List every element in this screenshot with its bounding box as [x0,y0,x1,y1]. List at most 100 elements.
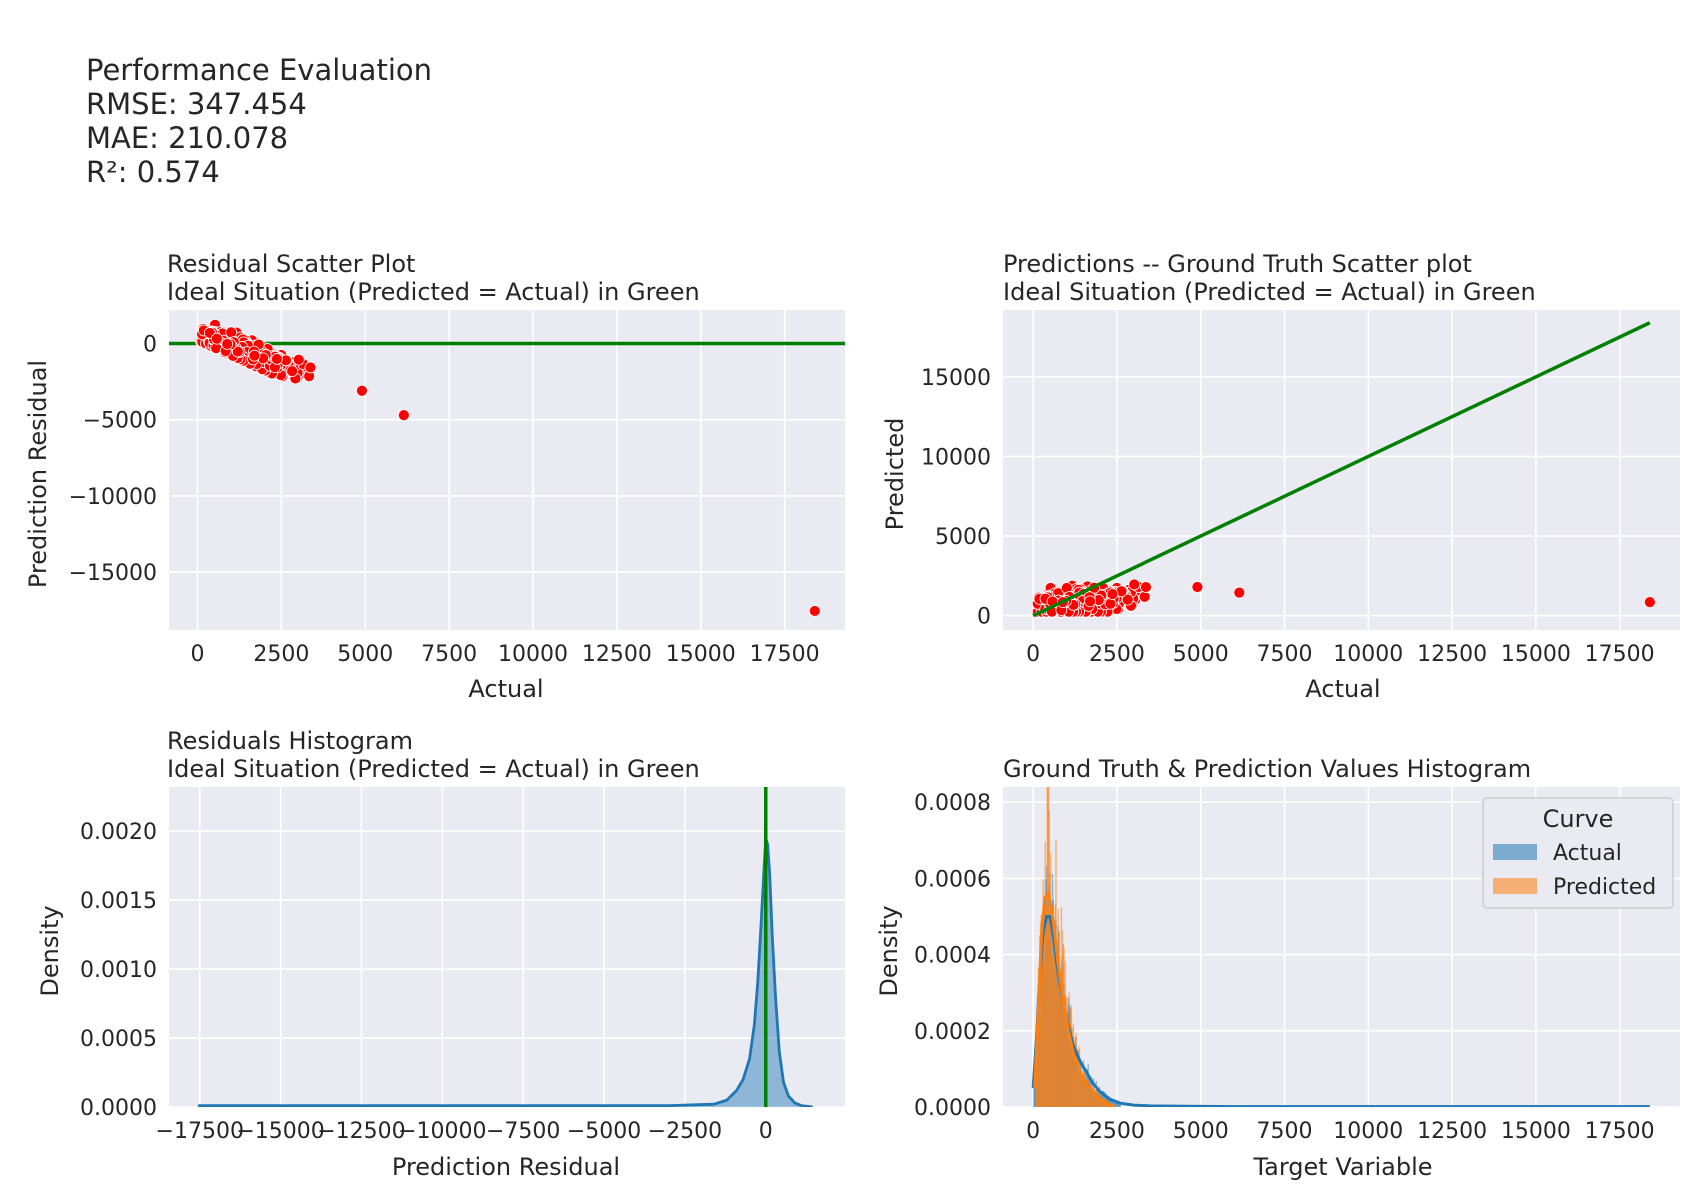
header-r2: R²: 0.574 [86,155,220,189]
legend-label-actual: Actual [1553,841,1622,866]
x-tick-label: 10000 [1333,642,1403,667]
y-tick-label: 0.0020 [80,820,157,845]
x-tick-label: 12500 [582,642,652,667]
y-tick-label: −10000 [69,485,157,510]
x-tick-label: 15000 [1501,642,1571,667]
x-tick-label: 0 [759,1119,773,1144]
residual-scatter-plot-area: 0 2500 5000 7500 10000 12500 15000 17500 −15000 −… [69,310,845,667]
x-tick-label: −15000 [236,1119,324,1144]
residual-scatter-title-1: Residual Scatter Plot [167,250,415,278]
hist-bar [1114,1100,1116,1107]
data-point [270,353,283,365]
pred-vs-truth-ylabel: Predicted [881,418,909,531]
x-tick-label: 0 [191,642,205,667]
hist-bar [1064,961,1067,1107]
residual-hist-chart: Residuals Histogram Ideal Situation (Pre… [36,727,845,1181]
x-tick-label: −7500 [486,1119,560,1144]
legend-title: Curve [1543,805,1614,833]
header-rmse: RMSE: 347.454 [86,87,307,121]
y-tick-label: 0.0002 [914,1020,991,1045]
x-tick-label: 5000 [1173,1119,1229,1144]
x-tick-label: 2500 [253,642,309,667]
x-tick-label: 0 [1026,642,1040,667]
values-hist-chart: Ground Truth & Prediction Values Histogr… [875,755,1680,1181]
x-tick-label: 15000 [1501,1119,1571,1144]
residual-hist-title-1: Residuals Histogram [167,727,413,755]
legend-swatch-actual [1493,844,1537,860]
x-tick-label: −2500 [648,1119,722,1144]
pred-vs-truth-xlabel: Actual [1305,675,1380,703]
y-tick-label: 0.0000 [80,1096,157,1121]
y-tick-label: 15000 [921,366,991,391]
hist-bar [1108,1096,1111,1107]
panel-background [169,787,845,1107]
kde-line-predicted [1033,890,1116,1107]
data-point [221,338,234,350]
plot-content [1030,321,1656,618]
outlier-point [397,409,410,422]
x-tick-label: −12500 [317,1119,405,1144]
residual-hist-ylabel: Density [36,905,64,996]
x-tick-label: 7500 [421,642,477,667]
kde-line-actual [1031,915,1650,1107]
y-tick-label: 0 [977,605,991,630]
x-tick-label: 17500 [750,642,820,667]
y-tick-label: 0.0008 [914,791,991,816]
x-tick-label: 12500 [1417,642,1487,667]
data-point [210,332,223,345]
y-tick-label: 0.0005 [80,1027,157,1052]
hist-bar [1112,1098,1114,1107]
hist-bar [1115,1102,1118,1107]
plot-content [198,787,813,1107]
y-tick-label: 0.0015 [80,889,157,914]
y-tick-label: 10000 [921,445,991,470]
x-tick-label: 5000 [1173,642,1229,667]
ideal-line [1032,321,1651,618]
kde-area [198,838,813,1107]
outlier-point [356,384,368,397]
header-title: Performance Evaluation [86,53,432,87]
residual-scatter-chart: Residual Scatter Plot Ideal Situation (P… [24,250,845,703]
data-point [1104,597,1117,610]
y-tick-label: 0.0006 [914,867,991,892]
legend-label-predicted: Predicted [1553,875,1656,900]
x-tick-label: 5000 [337,642,393,667]
hist-bar [1108,1097,1110,1107]
x-tick-label: −10000 [398,1119,486,1144]
pred-vs-truth-title-1: Predictions -- Ground Truth Scatter plot [1003,250,1472,278]
y-tick-label: 0.0010 [80,958,157,983]
y-tick-label: 0.0004 [914,944,991,969]
hist-bar [1116,1103,1119,1107]
x-tick-label: 15000 [666,642,736,667]
hist-bar [1055,839,1057,1107]
values-hist-xlabel: Target Variable [1252,1153,1432,1181]
data-point [1128,578,1141,591]
hist-bar [1118,1103,1121,1107]
residual-hist-plot-area: −17500−15000−12500−10000 −7500 −5000 −2500 0… [80,787,845,1144]
x-tick-label: −17500 [156,1119,244,1144]
x-tick-label: 17500 [1585,1119,1655,1144]
hist-bar [1109,1097,1111,1107]
data-point [1140,581,1152,593]
x-tick-label: 7500 [1257,642,1313,667]
x-tick-label: 12500 [1417,1119,1487,1144]
data-point [304,361,317,374]
values-hist-title: Ground Truth & Prediction Values Histogr… [1003,755,1531,783]
pred-vs-truth-plot-area: 0 2500 5000 7500 10000 12500 15000 17500 0 5000 10… [921,310,1680,667]
x-tick-label: 2500 [1089,1119,1145,1144]
hist-bar [1033,1083,1035,1107]
outlier-point [1643,596,1656,609]
legend-swatch-predicted [1493,878,1537,894]
plot-content [1031,787,1650,1107]
metrics-header: Performance Evaluation RMSE: 347.454 MAE… [86,53,432,189]
hist-bar [1112,1099,1115,1107]
x-tick-label: 7500 [1257,1119,1313,1144]
outlier-point [1233,586,1246,599]
hist-bar [1114,1101,1117,1107]
hist-bar [1113,1099,1115,1107]
hist-bar [1033,1083,1036,1107]
outlier-point [1191,581,1204,593]
residual-scatter-xlabel: Actual [468,675,543,703]
pred-vs-truth-chart: Predictions -- Ground Truth Scatter plot… [881,250,1680,703]
